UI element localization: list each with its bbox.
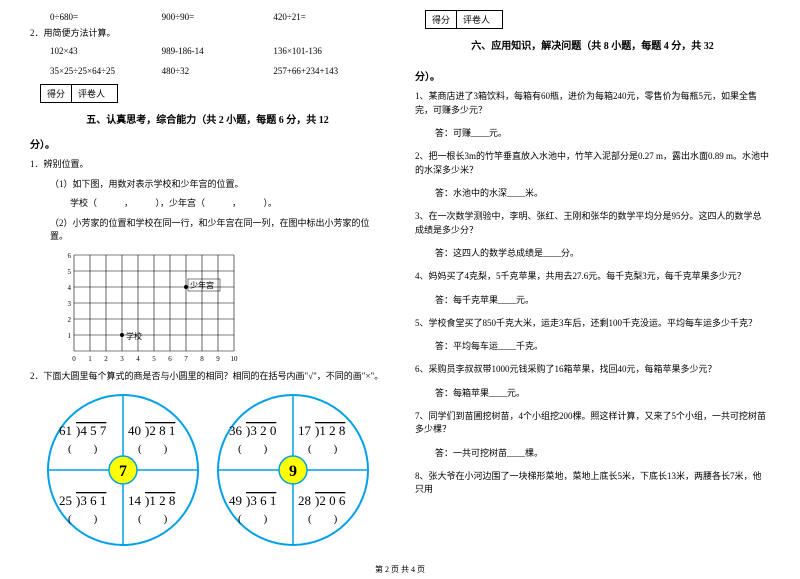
svg-text:)3 6 1: )3 6 1 <box>246 493 276 508</box>
r-q2: 2、把一根长3m的竹竿垂直放入水池中，竹竿入泥部分是0.27 m，露出水面0.8… <box>415 150 770 177</box>
r-a2: 答：水池中的水深____米。 <box>435 186 770 199</box>
svg-text:17: 17 <box>298 423 312 438</box>
circle-right: 9 36)3 2 0 17)1 2 8 ( ) ( ) 49 )3 6 1 28 )2… <box>213 390 373 550</box>
svg-text:( ): ( ) <box>238 443 268 455</box>
calc-row-2: 102×43 989-186-14 136×101-136 <box>50 46 385 56</box>
r-a1: 答：可赚____元。 <box>435 126 770 139</box>
svg-text:28: 28 <box>298 493 311 508</box>
svg-text:2: 2 <box>68 316 72 324</box>
r-q4: 4、妈妈买了4克梨，5千克苹果，共用去27.6元。每千克梨3元，每千克苹果多少元… <box>415 270 770 284</box>
svg-text:3: 3 <box>120 355 124 361</box>
svg-text:9: 9 <box>216 355 220 361</box>
score-label: 得分 <box>426 11 457 28</box>
q1-1: （1）如下图，用数对表示学校和少年宫的位置。 <box>50 178 385 192</box>
svg-text:14: 14 <box>128 493 142 508</box>
r-q1: 1、某商店进了3箱饮料，每箱有60瓶，进价为每箱240元，零售价为每瓶5元，如果… <box>415 90 770 117</box>
svg-text:4: 4 <box>136 355 140 361</box>
svg-text:)4 5 7: )4 5 7 <box>76 423 107 438</box>
svg-text:)1 2 8: )1 2 8 <box>315 423 345 438</box>
svg-text:2: 2 <box>104 355 108 361</box>
section-6-end: 分）。 <box>415 68 770 83</box>
svg-text:( ): ( ) <box>308 443 338 455</box>
marker-youth: 少年宫 <box>190 280 214 290</box>
grid-chart: 学校 少年宫 0 1 2 3 4 5 6 7 8 9 10 1 2 3 4 5 6 <box>60 251 385 363</box>
svg-text:1: 1 <box>88 355 92 361</box>
score-label: 得分 <box>41 85 72 102</box>
circle-diagrams: 7 61)4 5 7 40)2 8 1 ( )( ) 25)3 6 1 14)1… <box>30 390 385 550</box>
calc-item: 35×25÷25×64÷25 <box>50 66 162 76</box>
q2-circles: 2．下面大圆里每个算式的商是否与小圆里的相同？相同的在括号内画"√"，不同的画"… <box>30 370 385 384</box>
svg-text:5: 5 <box>68 268 72 276</box>
calc-row-3: 35×25÷25×64÷25 480÷32 257+66+234+143 <box>50 66 385 76</box>
svg-text:7: 7 <box>119 463 127 480</box>
calc-item: 102×43 <box>50 46 162 56</box>
page-footer: 第 2 页 共 4 页 <box>0 560 800 579</box>
marker-school: 学校 <box>126 331 142 341</box>
right-column: 得分 评卷人 六、应用知识，解决问题（共 8 小题，每题 4 分，共 32 分）… <box>415 10 770 550</box>
r-a5: 答：平均每车运____千克。 <box>435 339 770 352</box>
svg-text:8: 8 <box>200 355 204 361</box>
r-q6: 6、采购员李叔叔带1000元钱采购了16箱苹果，找回40元，每箱苹果多少元？ <box>415 363 770 377</box>
grader-label: 评卷人 <box>72 85 111 102</box>
q1-2: （2）小芳家的位置和学校在同一行，和少年宫在同一列，在图中标出小芳家的位置。 <box>50 217 385 244</box>
svg-text:9: 9 <box>289 463 297 480</box>
section-5-title: 五、认真思考，综合能力（共 2 小题，每题 6 分，共 12 <box>30 111 385 126</box>
calc-item: 257+66+234+143 <box>273 66 385 76</box>
svg-text:6: 6 <box>168 355 172 361</box>
r-q3: 3、在一次数学测验中，李明、张红、王刚和张华的数学平均分是95分。这四人的数学总… <box>415 210 770 237</box>
section-6-title: 六、应用知识，解决问题（共 8 小题，每题 4 分，共 32 <box>415 37 770 52</box>
svg-text:( ): ( ) <box>308 513 338 525</box>
svg-text:0: 0 <box>72 355 76 361</box>
svg-text:10: 10 <box>231 355 239 361</box>
r-q5: 5、学校食堂买了850千克大米，运走3车后，还剩100千克没运。平均每车运多少千… <box>415 317 770 331</box>
r-a6: 答：每箱苹果____元。 <box>435 386 770 399</box>
grader-label: 评卷人 <box>457 11 496 28</box>
svg-text:7: 7 <box>184 355 188 361</box>
svg-text:6: 6 <box>68 252 72 260</box>
r-a7: 答：一共可挖树苗____棵。 <box>435 446 770 459</box>
svg-text:25: 25 <box>59 493 72 508</box>
svg-text:( ): ( ) <box>238 513 268 525</box>
section-5-end: 分）。 <box>30 136 385 151</box>
svg-text:( ): ( ) <box>138 513 168 525</box>
r-a4: 答：每千克苹果____元。 <box>435 293 770 306</box>
r-a3: 答：这四人的数学总成绩是____分。 <box>435 246 770 259</box>
calc-item: 989-186-14 <box>162 46 274 56</box>
r-q7: 7、同学们到苗圃挖树苗，4个小组挖200棵。照这样计算，又来了5个小组，一共可挖… <box>415 410 770 437</box>
left-column: 0÷680= 900÷90= 420÷21= 2．用简便方法计算。 102×43… <box>30 10 385 550</box>
calc-item: 480÷32 <box>162 66 274 76</box>
r-q8: 8、张大爷在小河边围了一块梯形菜地，菜地上底长5米，下底长13米，两腰各长7米，… <box>415 470 770 497</box>
calc-row-1: 0÷680= 900÷90= 420÷21= <box>50 12 385 22</box>
svg-text:4: 4 <box>68 284 72 292</box>
svg-text:( ): ( ) <box>68 513 98 525</box>
svg-text:)3 6 1: )3 6 1 <box>76 493 106 508</box>
grid-svg: 学校 少年宫 0 1 2 3 4 5 6 7 8 9 10 1 2 3 4 5 6 <box>60 251 250 361</box>
svg-text:1: 1 <box>68 332 72 340</box>
svg-text:( ): ( ) <box>68 443 98 455</box>
calc-item: 900÷90= <box>162 12 274 22</box>
svg-text:)2 8 1: )2 8 1 <box>145 423 175 438</box>
svg-text:36: 36 <box>229 423 243 438</box>
svg-text:61: 61 <box>59 423 72 438</box>
svg-text:49: 49 <box>229 493 242 508</box>
svg-text:40: 40 <box>128 423 141 438</box>
calc-item: 0÷680= <box>50 12 162 22</box>
score-box-r: 得分 评卷人 <box>425 10 503 29</box>
svg-text:)3 2 0: )3 2 0 <box>246 423 276 438</box>
score-box: 得分 评卷人 <box>40 84 118 103</box>
svg-text:)1 2 8: )1 2 8 <box>145 493 175 508</box>
svg-text:5: 5 <box>152 355 156 361</box>
calc-item: 420÷21= <box>273 12 385 22</box>
calc-item: 136×101-136 <box>273 46 385 56</box>
circle-left: 7 61 )4 5 7 40 )2 8 1 ( ) ( ) 25 )3 6 1 14)1… <box>43 390 203 550</box>
svg-text:( ): ( ) <box>138 443 168 455</box>
q2-title: 2．用简便方法计算。 <box>30 27 385 41</box>
svg-text:)2 0 6: )2 0 6 <box>315 493 346 508</box>
q1-school: 学校（ ， ），少年宫（ ， ）。 <box>70 197 385 211</box>
q1: 1．辨别位置。 <box>30 158 385 172</box>
svg-text:3: 3 <box>68 300 72 308</box>
